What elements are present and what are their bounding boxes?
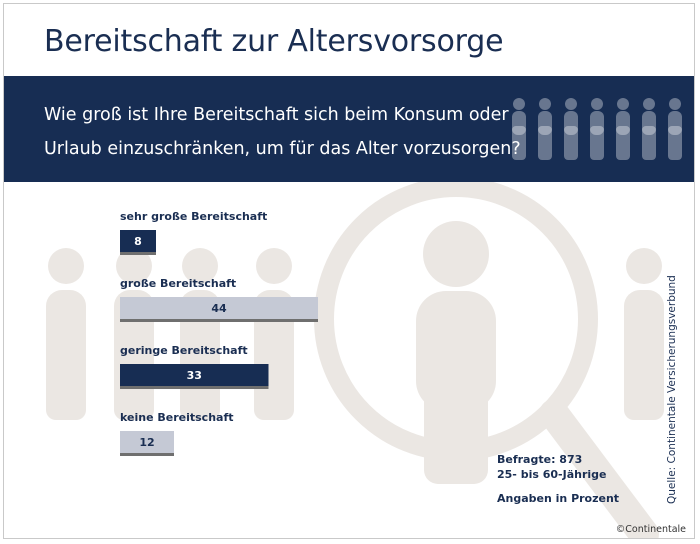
background-people-illustration	[46, 177, 664, 538]
bar-shadow	[120, 252, 156, 255]
copyright: ©Continentale	[615, 524, 686, 535]
source-credit: Quelle: Continentale Versicherungsverbun…	[666, 275, 678, 504]
bar-chart: sehr große Bereitschaft 8 große Bereitscha…	[120, 210, 318, 456]
question-banner: Wie groß ist Ihre Bereitschaft sich beim…	[4, 76, 694, 182]
age-group-note: 25- bis 60-Jährige	[497, 468, 607, 481]
bar	[120, 230, 156, 252]
bar-shadow	[120, 319, 318, 322]
value-label: 44	[211, 302, 227, 315]
bar	[120, 364, 269, 386]
bar	[120, 297, 318, 319]
bar	[120, 431, 174, 453]
category-label: keine Bereitschaft	[120, 411, 234, 424]
bar-shadow	[120, 386, 269, 389]
category-label: sehr große Bereitschaft	[120, 210, 267, 223]
bar-shadow	[120, 453, 174, 456]
category-label: große Bereitschaft	[120, 277, 236, 290]
respondents-note: Befragte: 873	[497, 453, 583, 466]
infographic-frame: Bereitschaft zur Altersvorsorge Wie groß	[3, 3, 695, 539]
value-label: 33	[187, 369, 202, 382]
value-label: 8	[134, 235, 142, 248]
unit-note: Angaben in Prozent	[497, 492, 620, 505]
infographic-title: Bereitschaft zur Altersvorsorge	[44, 24, 504, 59]
value-label: 12	[139, 436, 154, 449]
category-label: geringe Bereitschaft	[120, 344, 248, 357]
survey-question: Wie groß ist Ihre Bereitschaft sich beim…	[44, 105, 521, 159]
